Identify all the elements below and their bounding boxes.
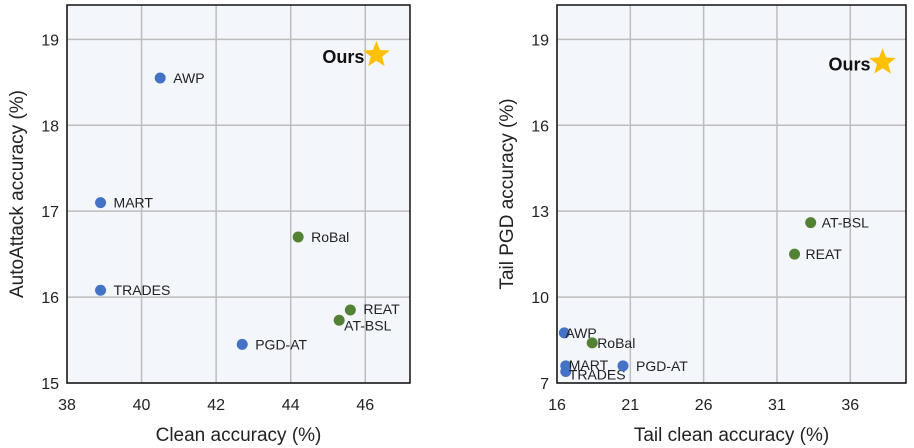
data-point <box>586 337 598 349</box>
data-point <box>617 360 629 372</box>
point-label: TRADES <box>569 367 626 383</box>
plot-frame <box>66 4 411 384</box>
data-point <box>95 197 107 209</box>
point-label: RoBal <box>311 229 349 245</box>
point-label: REAT <box>806 246 843 262</box>
data-point <box>333 314 345 326</box>
x-tick-label: 44 <box>282 397 300 414</box>
y-tick-label: 18 <box>41 118 59 135</box>
x-tick-label: 42 <box>207 397 225 414</box>
data-point <box>344 304 356 316</box>
plot-area-2 <box>557 5 906 383</box>
x-axis-label: Tail clean accuracy (%) <box>634 425 829 446</box>
y-tick-label: 10 <box>531 290 549 307</box>
data-point <box>154 72 166 84</box>
x-tick-label: 40 <box>133 397 151 414</box>
point-label: PGD-AT <box>255 336 307 352</box>
x-tick-label: 21 <box>621 397 639 414</box>
y-tick-label: 19 <box>41 32 59 49</box>
plot-frame <box>556 4 907 384</box>
point-label: AT-BSL <box>822 215 869 231</box>
point-label: REAT <box>363 301 400 317</box>
data-point <box>805 217 817 229</box>
x-tick-label: 16 <box>548 397 566 414</box>
x-tick-label: 26 <box>695 397 713 414</box>
y-tick-label: 17 <box>41 204 59 221</box>
point-label: RoBal <box>597 335 635 351</box>
point-label: PGD-AT <box>636 358 688 374</box>
data-point <box>560 366 572 378</box>
point-label: TRADES <box>114 282 171 298</box>
y-tick-label: 15 <box>41 376 59 393</box>
point-label: AWP <box>565 325 596 341</box>
y-tick-label: 19 <box>531 32 549 49</box>
ours-star-point <box>363 40 390 67</box>
data-point <box>558 327 570 339</box>
point-label: AT-BSL <box>344 317 391 333</box>
y-tick-label: 7 <box>540 376 549 393</box>
point-label: Ours <box>322 47 364 67</box>
data-point <box>789 248 801 260</box>
y-tick-label: 13 <box>531 204 549 221</box>
y-tick-label: 16 <box>41 290 59 307</box>
data-point <box>95 284 107 296</box>
x-tick-label: 38 <box>58 397 76 414</box>
point-label: Ours <box>829 54 871 74</box>
x-tick-label: 31 <box>768 397 786 414</box>
x-tick-label: 46 <box>356 397 374 414</box>
plot-area-1 <box>67 5 410 383</box>
point-label: AWP <box>173 70 204 86</box>
y-axis-label: AutoAttack accuracy (%) <box>7 90 28 298</box>
y-tick-label: 16 <box>531 118 549 135</box>
point-label: MART <box>114 195 154 211</box>
x-tick-label: 36 <box>841 397 859 414</box>
data-point <box>292 231 304 243</box>
ours-star-point <box>869 48 896 74</box>
y-axis-label: Tail PGD accuracy (%) <box>497 98 518 289</box>
x-axis-label: Clean accuracy (%) <box>156 425 322 446</box>
point-label: MART <box>569 357 609 373</box>
data-point <box>236 338 248 350</box>
